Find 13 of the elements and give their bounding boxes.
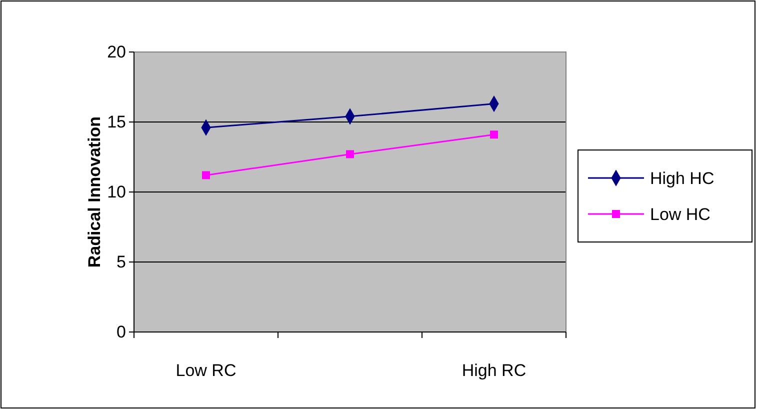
x-tick-label: High RC	[462, 361, 526, 380]
y-axis-title: Radical Innovation	[85, 116, 104, 268]
y-tick-label: 5	[116, 252, 126, 272]
y-tick-label: 15	[107, 112, 126, 132]
point	[346, 150, 354, 158]
x-tick-label: Low RC	[176, 361, 236, 380]
y-tick-label: 0	[116, 322, 126, 342]
point	[202, 171, 210, 180]
legend-label: Low HC	[650, 205, 710, 224]
legend-label: High HC	[650, 169, 714, 188]
y-tick-label: 10	[107, 182, 126, 202]
y-tick-label: 20	[107, 42, 126, 62]
point	[490, 130, 498, 139]
